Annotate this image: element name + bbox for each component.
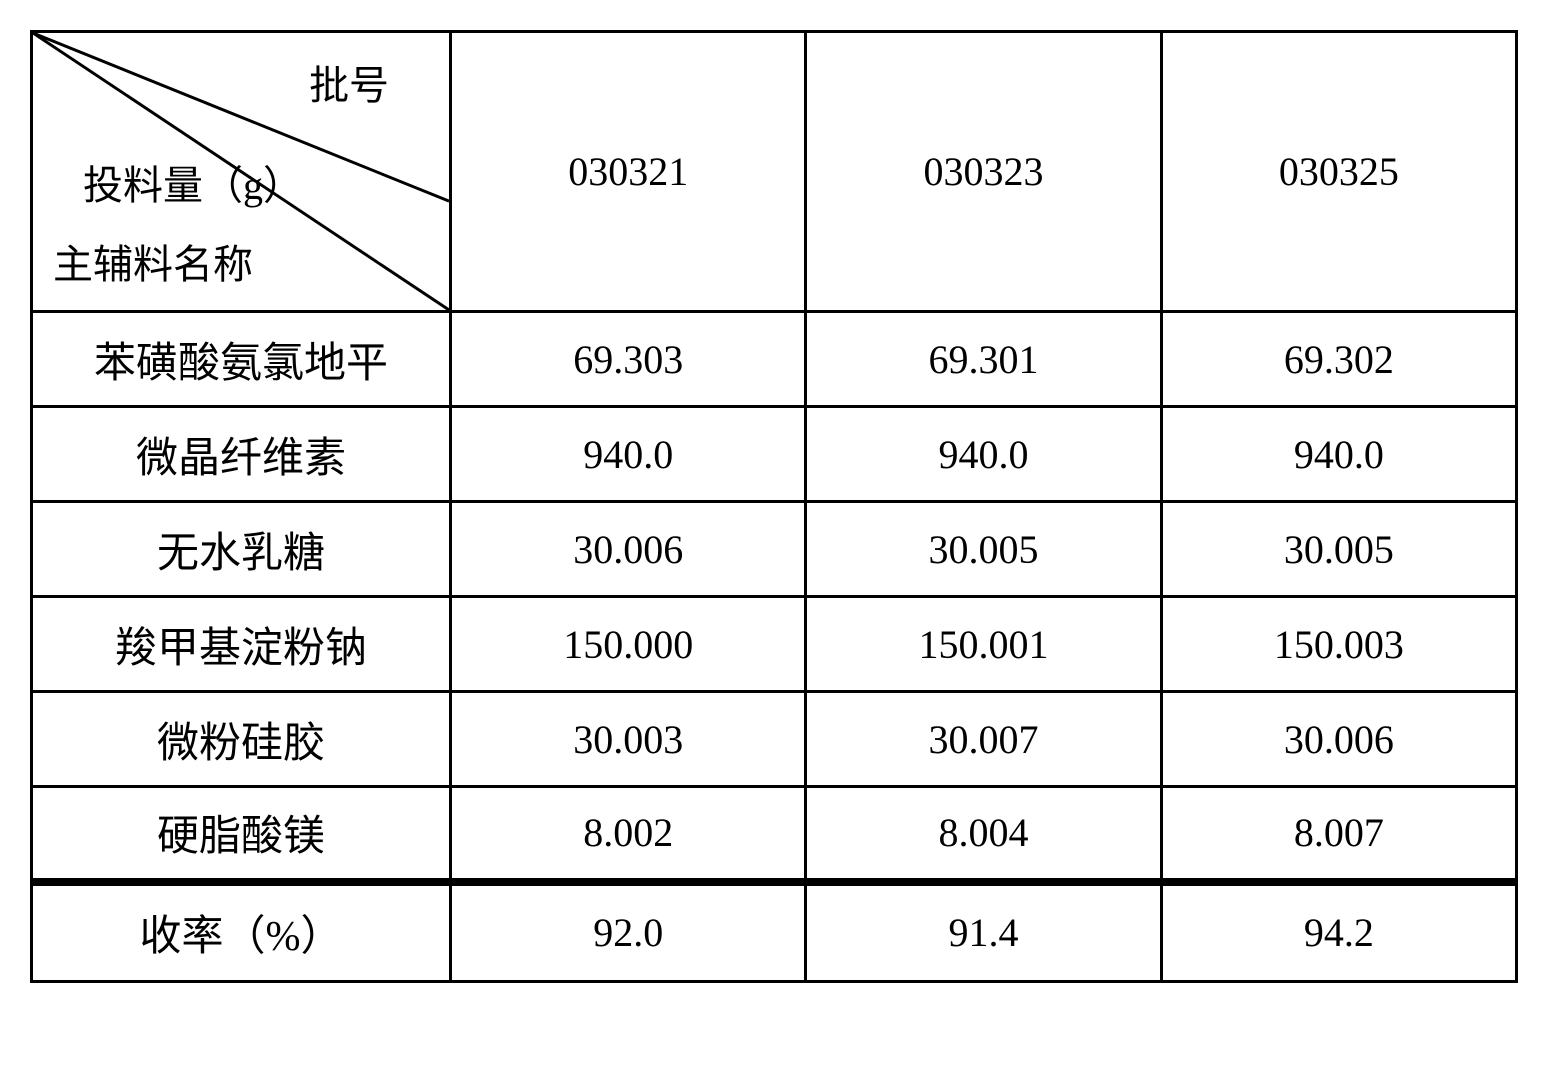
header-row: 批号 投料量（g） 主辅料名称 030321 030323 030325 [32, 32, 1517, 312]
table-row: 无水乳糖 30.006 30.005 30.005 [32, 502, 1517, 597]
cell-value: 30.007 [806, 692, 1161, 787]
yield-row: 收率（%） 92.0 91.4 94.2 [32, 882, 1517, 982]
batch-header-1: 030323 [806, 32, 1161, 312]
cell-value: 150.001 [806, 597, 1161, 692]
cell-value: 30.005 [806, 502, 1161, 597]
cell-value: 30.003 [451, 692, 806, 787]
batch-data-table-container: 批号 投料量（g） 主辅料名称 030321 030323 030325 苯磺酸… [30, 30, 1518, 983]
material-name: 微晶纤维素 [32, 407, 451, 502]
header-label-amount: 投料量（g） [83, 153, 303, 211]
cell-value: 69.301 [806, 312, 1161, 407]
material-name: 硬脂酸镁 [32, 787, 451, 882]
table-row: 微晶纤维素 940.0 940.0 940.0 [32, 407, 1517, 502]
cell-value: 69.303 [451, 312, 806, 407]
diagonal-header-cell: 批号 投料量（g） 主辅料名称 [32, 32, 451, 312]
table-row: 微粉硅胶 30.003 30.007 30.006 [32, 692, 1517, 787]
batch-data-table: 批号 投料量（g） 主辅料名称 030321 030323 030325 苯磺酸… [30, 30, 1518, 983]
cell-value: 30.006 [451, 502, 806, 597]
table-row: 羧甲基淀粉钠 150.000 150.001 150.003 [32, 597, 1517, 692]
table-row: 硬脂酸镁 8.002 8.004 8.007 [32, 787, 1517, 882]
table-row: 苯磺酸氨氯地平 69.303 69.301 69.302 [32, 312, 1517, 407]
cell-value: 940.0 [1161, 407, 1516, 502]
cell-value: 8.004 [806, 787, 1161, 882]
header-label-material: 主辅料名称 [53, 232, 253, 290]
material-name: 苯磺酸氨氯地平 [32, 312, 451, 407]
header-label-batch: 批号 [309, 53, 389, 111]
cell-value: 940.0 [451, 407, 806, 502]
material-name: 微粉硅胶 [32, 692, 451, 787]
cell-value: 150.000 [451, 597, 806, 692]
yield-value: 92.0 [451, 882, 806, 982]
yield-value: 91.4 [806, 882, 1161, 982]
cell-value: 69.302 [1161, 312, 1516, 407]
cell-value: 30.006 [1161, 692, 1516, 787]
yield-label: 收率（%） [32, 882, 451, 982]
material-name: 羧甲基淀粉钠 [32, 597, 451, 692]
yield-value: 94.2 [1161, 882, 1516, 982]
batch-header-0: 030321 [451, 32, 806, 312]
cell-value: 30.005 [1161, 502, 1516, 597]
cell-value: 8.007 [1161, 787, 1516, 882]
cell-value: 940.0 [806, 407, 1161, 502]
batch-header-2: 030325 [1161, 32, 1516, 312]
cell-value: 8.002 [451, 787, 806, 882]
material-name: 无水乳糖 [32, 502, 451, 597]
cell-value: 150.003 [1161, 597, 1516, 692]
